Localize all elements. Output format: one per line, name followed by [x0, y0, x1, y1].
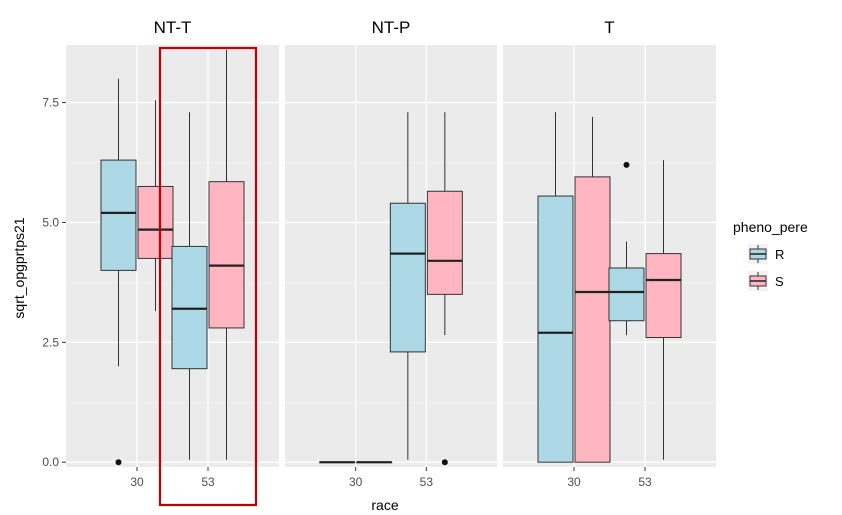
box-body: [171, 245, 208, 370]
box-body: [389, 202, 426, 353]
x-axis-title: race: [371, 497, 398, 513]
box-body: [608, 267, 645, 322]
y-axis: 0.0 2.5 5.0 7.5: [42, 96, 66, 469]
x-tick-label: 53: [420, 475, 434, 489]
boxes: [100, 49, 682, 466]
x-tick-label: 30: [130, 475, 144, 489]
highlight-layer: [158, 46, 258, 507]
x-tick-label: 30: [567, 475, 581, 489]
box-body: [574, 176, 611, 463]
y-tick-label: 5.0: [42, 215, 59, 229]
box-T-53-R: [608, 161, 645, 336]
outlier-point: [115, 459, 122, 466]
box-body: [537, 195, 574, 463]
y-tick-label: 2.5: [42, 335, 59, 349]
facet-title: NT-T: [154, 18, 192, 37]
box-NT-T-30-S: [137, 100, 174, 312]
box-body: [426, 190, 463, 295]
y-axis-title: sqrt_opgprtps21: [11, 217, 27, 318]
legend-title: pheno_pere: [733, 219, 808, 235]
outlier-point: [441, 459, 448, 466]
x-tick-label: 53: [638, 475, 652, 489]
box-NT-T-53-R: [171, 112, 208, 460]
box-NT-T-30-R: [100, 78, 137, 466]
y-tick-label: 7.5: [42, 96, 59, 110]
box-body: [137, 185, 174, 259]
x-tick-label: 30: [349, 475, 363, 489]
x-axis: 30 53 30 53 30 53: [130, 467, 652, 489]
facet-title: T: [604, 18, 614, 37]
facet-titles: NT-T NT-P T: [154, 18, 615, 37]
box-NT-P-30-R: [319, 461, 356, 464]
highlight-box: [158, 46, 258, 507]
box-body: [100, 159, 137, 271]
box-NT-P-53-R: [389, 112, 426, 460]
legend-label: R: [775, 247, 784, 262]
outlier-point: [623, 161, 630, 168]
legend-items: RS: [748, 244, 784, 291]
box-NT-P-30-S: [356, 461, 393, 464]
x-tick-label: 53: [201, 475, 215, 489]
legend-key-S: S: [748, 271, 784, 291]
box-NT-P-53-S: [426, 112, 463, 466]
box-T-53-S: [645, 160, 682, 460]
box-NT-T-53-S: [208, 49, 245, 460]
legend-key-R: R: [748, 244, 784, 264]
y-tick-label: 0.0: [42, 455, 59, 469]
legend-label: S: [775, 274, 784, 289]
box-body: [645, 253, 682, 339]
facet-title: NT-P: [372, 18, 411, 37]
legend: pheno_pere RS: [733, 219, 808, 291]
box-T-30-R: [537, 112, 574, 463]
box-body: [208, 181, 245, 329]
